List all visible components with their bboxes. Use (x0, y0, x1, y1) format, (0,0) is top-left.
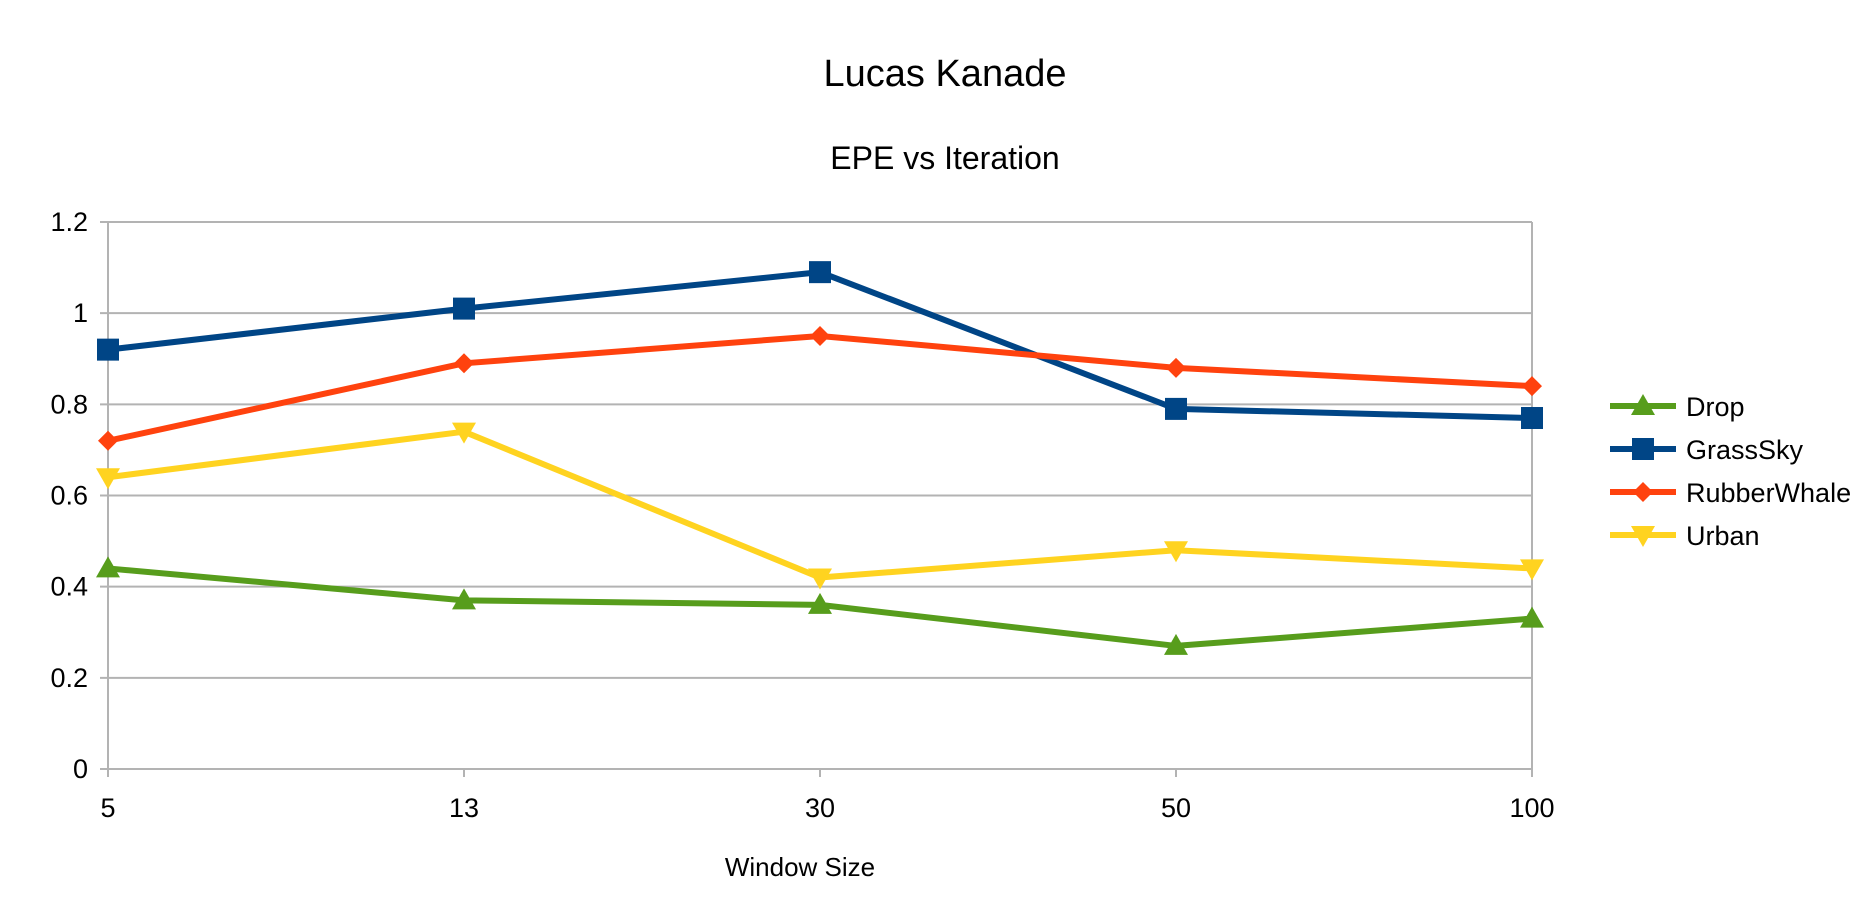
y-tick-label: 0.2 (50, 663, 88, 693)
series-line-urban (107, 428, 1533, 581)
legend-label-grasssky: GrassSky (1686, 435, 1804, 465)
y-tick-label: 1 (73, 298, 88, 328)
x-tick-label: 30 (805, 793, 835, 823)
data-point-grasssky (1521, 407, 1543, 430)
data-point-drop (1520, 606, 1544, 628)
data-point-grasssky (1165, 397, 1187, 420)
series-grasssky (97, 261, 1543, 430)
data-point-drop (1164, 633, 1188, 655)
data-point-rubberwhale (454, 353, 474, 374)
data-point-drop (96, 556, 120, 578)
chart-subtitle: EPE vs Iteration (830, 140, 1060, 176)
data-point-drop (452, 588, 476, 610)
legend-marker-drop (1631, 394, 1655, 415)
y-tick-label: 1.2 (50, 207, 88, 237)
y-tick-label: 0.4 (50, 572, 88, 602)
y-tick-label: 0.6 (50, 481, 88, 511)
legend-item-urban: Urban (1610, 521, 1760, 551)
legend-label-rubberwhale: RubberWhale (1686, 478, 1851, 508)
data-point-rubberwhale (98, 430, 118, 451)
chart-title: Lucas Kanade (823, 53, 1067, 95)
data-point-rubberwhale (810, 325, 830, 346)
x-tick-label: 13 (449, 793, 479, 823)
series-drop (96, 556, 1544, 655)
data-point-urban (808, 568, 832, 590)
legend-item-rubberwhale: RubberWhale (1610, 478, 1851, 508)
legend-marker-grasssky (1632, 438, 1654, 460)
series-urban (96, 422, 1544, 590)
legend-item-grasssky: GrassSky (1610, 435, 1804, 465)
x-axis-title: Window Size (724, 852, 876, 882)
data-point-urban (1520, 559, 1544, 581)
legend-marker-urban (1631, 526, 1655, 547)
data-point-rubberwhale (1166, 357, 1186, 378)
data-point-drop (808, 592, 832, 614)
data-point-urban (96, 468, 120, 490)
legend-label-urban: Urban (1686, 521, 1760, 551)
data-point-rubberwhale (1522, 376, 1542, 397)
x-tick-label: 50 (1161, 793, 1191, 823)
series-line-rubberwhale (107, 332, 1533, 444)
legend-label-drop: Drop (1686, 392, 1745, 422)
data-point-grasssky (453, 297, 475, 320)
legend-item-drop: Drop (1610, 392, 1745, 422)
data-point-urban (452, 422, 476, 444)
series-rubberwhale (98, 325, 1542, 451)
x-tick-label: 5 (100, 793, 115, 823)
legend-marker-rubberwhale (1633, 482, 1653, 502)
x-tick-label: 100 (1509, 793, 1554, 823)
data-point-grasssky (97, 338, 119, 361)
data-point-grasssky (809, 261, 831, 284)
y-tick-label: 0.8 (50, 389, 88, 419)
y-tick-label: 0 (73, 754, 88, 784)
data-point-urban (1164, 541, 1188, 563)
